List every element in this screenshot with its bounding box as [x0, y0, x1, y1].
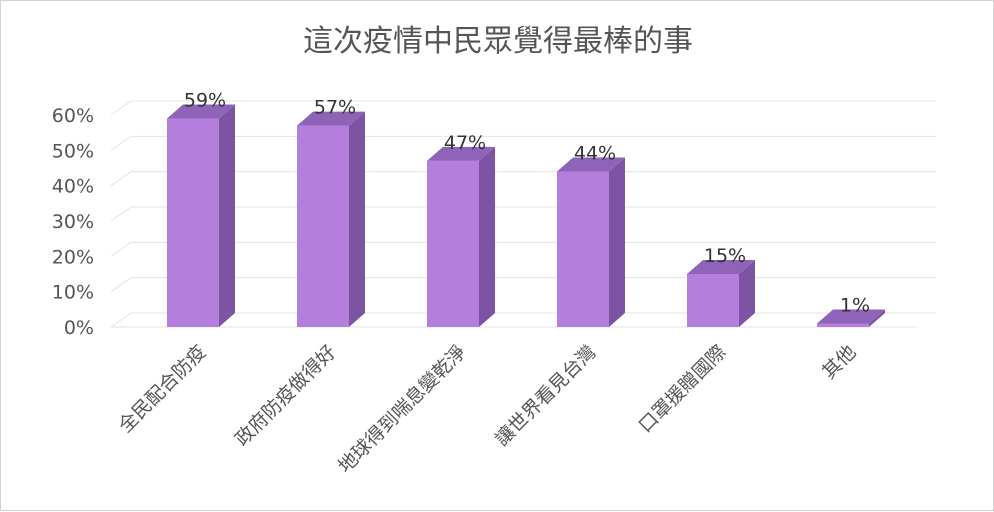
data-label: 59%: [184, 90, 226, 112]
bar-top: [557, 157, 625, 172]
y-tick-label: 10%: [52, 282, 94, 304]
bar-side: [219, 104, 235, 328]
gridline-depth: [110, 100, 132, 116]
bars: [167, 104, 885, 328]
category-label: 地球得到喘息變乾淨: [334, 341, 470, 477]
bar: [297, 111, 365, 327]
bar-front: [817, 323, 869, 327]
category-label: 口罩援贈國際: [634, 341, 730, 437]
bar-side: [609, 157, 625, 327]
bar: [427, 146, 495, 327]
gridline-depth: [110, 277, 132, 293]
chart-title: 這次疫情中民眾覺得最棒的事: [303, 24, 693, 59]
y-tick-label: 0%: [64, 317, 94, 339]
bar: [687, 260, 755, 327]
bar-top: [817, 309, 885, 324]
category-label: 其他: [818, 341, 860, 383]
bar-side: [869, 309, 885, 327]
y-tick-label: 20%: [52, 246, 94, 268]
data-label: 57%: [314, 97, 356, 119]
y-tick-label: 40%: [52, 176, 94, 198]
bar-front: [167, 118, 219, 328]
gridline-depth: [110, 135, 132, 151]
bar-side: [479, 146, 495, 327]
y-tick-label: 60%: [52, 105, 94, 127]
y-tick-label: 30%: [52, 211, 94, 233]
bar-front: [297, 125, 349, 327]
bar-front: [427, 160, 479, 327]
bar-side: [349, 111, 365, 327]
data-labels: 59% 57% 47% 44% 15% 1%: [184, 90, 870, 317]
data-label: 15%: [704, 245, 746, 267]
bar-top: [687, 260, 755, 274]
data-label: 47%: [444, 132, 486, 154]
bar-front: [557, 171, 609, 327]
bar-side: [739, 260, 755, 327]
bar-top: [167, 104, 235, 119]
gridline-depth: [110, 171, 132, 187]
data-label: 1%: [840, 294, 870, 316]
category-label: 全民配合防疫: [114, 341, 210, 437]
bar: [557, 157, 625, 327]
grid-lines: [110, 100, 936, 328]
gridline-depth: [110, 206, 132, 222]
category-label: 政府防疫做得好: [231, 341, 341, 451]
bar-top: [297, 111, 365, 126]
bar: [167, 104, 235, 328]
y-axis-ticks: 0% 10% 20% 30% 40% 50% 60%: [52, 105, 94, 339]
category-label: 讓世界看見台灣: [491, 341, 601, 451]
data-label: 44%: [574, 143, 616, 165]
gridline-depth: [110, 312, 132, 328]
y-tick-label: 50%: [52, 140, 94, 162]
bar-top: [427, 146, 495, 161]
bar-front: [687, 274, 739, 327]
bar: [817, 309, 885, 327]
gridline-depth: [110, 241, 132, 257]
